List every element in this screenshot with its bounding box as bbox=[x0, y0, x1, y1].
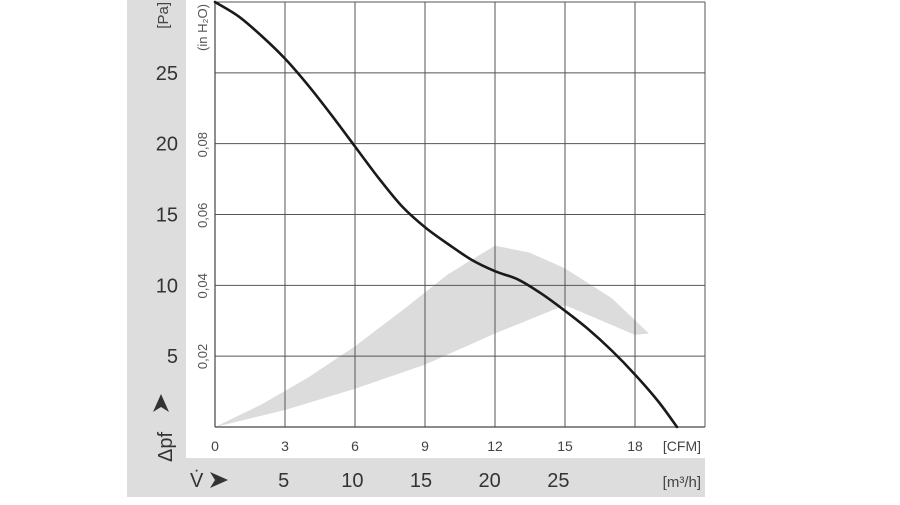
x-tick-label-cfm: 3 bbox=[281, 438, 289, 454]
x-tick-label-cfm: 18 bbox=[627, 438, 643, 454]
y-tick-label-inh2o: 0,06 bbox=[195, 203, 210, 228]
x-tick-label-m3h: 10 bbox=[341, 470, 363, 492]
x-tick-label-cfm: 15 bbox=[557, 438, 573, 454]
operating-region bbox=[215, 245, 649, 427]
y-tick-label-pa: 15 bbox=[156, 205, 178, 227]
bottom-axis-band bbox=[186, 458, 705, 497]
y-tick-label-pa: 10 bbox=[156, 275, 178, 297]
y-tick-label-inh2o: 0,08 bbox=[195, 132, 210, 157]
y-tick-label-inh2o: 0,04 bbox=[195, 273, 210, 298]
left-axis-band bbox=[127, 0, 186, 497]
performance-curve bbox=[213, 0, 679, 429]
x-axis-symbol: V̇ bbox=[190, 470, 204, 492]
y-tick-label-pa: 25 bbox=[156, 63, 178, 85]
x-unit-m3h: [m³/h] bbox=[663, 474, 701, 491]
x-tick-label-cfm: 0 bbox=[211, 438, 219, 454]
x-unit-cfm: [CFM] bbox=[663, 438, 701, 454]
x-tick-label-m3h: 15 bbox=[410, 470, 432, 492]
y-tick-label-pa: 20 bbox=[156, 134, 178, 156]
x-tick-label-cfm: 9 bbox=[421, 438, 429, 454]
y-axis-arrow-icon bbox=[153, 394, 169, 412]
y-axis-symbol: Δpf bbox=[155, 432, 177, 462]
x-tick-label-m3h: 25 bbox=[547, 470, 569, 492]
x-tick-label-m3h: 20 bbox=[479, 470, 501, 492]
x-tick-label-cfm: 12 bbox=[487, 438, 503, 454]
x-axis-arrow-icon bbox=[210, 472, 228, 488]
x-tick-label-m3h: 5 bbox=[278, 470, 289, 492]
x-tick-label-cfm: 6 bbox=[351, 438, 359, 454]
y-unit-pa: [Pa] bbox=[155, 2, 172, 29]
y-tick-label-pa: 5 bbox=[167, 346, 178, 368]
y-tick-label-inh2o: 0,02 bbox=[195, 344, 210, 369]
y-unit-inh2o: (in H₂O) bbox=[195, 4, 210, 51]
